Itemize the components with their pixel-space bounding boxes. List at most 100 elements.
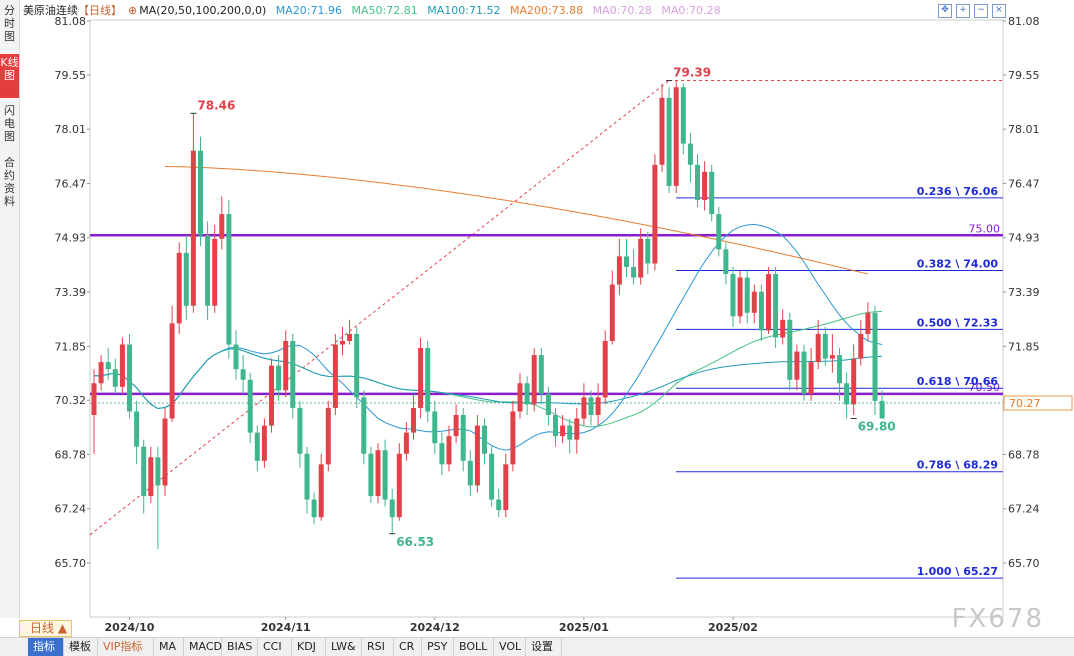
ma-params: MA(20,50,100,200,0,0) bbox=[139, 4, 267, 17]
indicator-tab-3[interactable]: MA bbox=[154, 638, 184, 656]
y-tick-label-right-10: 65.70 bbox=[1008, 557, 1040, 570]
x-tick-label-1: 2024/11 bbox=[261, 621, 311, 634]
y-tick-label-right-3: 76.47 bbox=[1008, 177, 1040, 190]
candle-body-8 bbox=[148, 457, 154, 497]
ma50-value: MA50:72.81 bbox=[351, 4, 418, 17]
indicator-tab-1[interactable]: 模板 bbox=[64, 638, 98, 656]
candle-body-18 bbox=[219, 214, 225, 239]
toggle-icon[interactable]: ⊕ bbox=[128, 4, 138, 17]
candle-body-7 bbox=[141, 446, 147, 497]
y-tick-label-left-3: 76.47 bbox=[55, 177, 87, 190]
fib-label-2: 0.500 \ 72.33 bbox=[917, 316, 998, 329]
candle-body-110 bbox=[872, 312, 878, 401]
y-tick-label-left-9: 67.24 bbox=[55, 503, 87, 516]
close-icon[interactable]: × bbox=[992, 4, 1006, 18]
candle-body-67 bbox=[567, 425, 573, 440]
candle-body-97 bbox=[780, 319, 786, 338]
candle-body-53 bbox=[467, 460, 473, 486]
tab-contract-info[interactable]: 合约资料 bbox=[4, 156, 15, 208]
ma0-value-b: MA0:70.28 bbox=[661, 4, 721, 17]
support-resistance-label-1: 70.50 bbox=[969, 381, 1001, 394]
candle-body-60 bbox=[517, 383, 523, 412]
candle-body-106 bbox=[844, 383, 850, 405]
y-tick-label-right-0: 81.08 bbox=[1008, 15, 1040, 28]
candle-body-89 bbox=[723, 249, 729, 275]
period-selector[interactable]: 日线 ▲ bbox=[19, 620, 72, 637]
candle-body-108 bbox=[858, 333, 864, 359]
candle-body-5 bbox=[127, 344, 132, 412]
candle-body-6 bbox=[134, 411, 140, 447]
candle-body-88 bbox=[716, 214, 722, 250]
ma20-value: MA20:71.96 bbox=[275, 4, 343, 17]
candle-body-105 bbox=[837, 355, 842, 384]
x-tick-label-2: 2024/12 bbox=[410, 621, 460, 634]
zoom-out-icon[interactable]: − bbox=[974, 4, 988, 18]
indicator-tab-9[interactable]: RSI bbox=[362, 638, 394, 656]
indicator-tab-11[interactable]: PSY bbox=[422, 638, 454, 656]
symbol-name: 美原油连续 bbox=[23, 4, 78, 17]
candle-body-20 bbox=[233, 344, 239, 370]
candle-body-63 bbox=[538, 355, 544, 394]
candle-body-87 bbox=[709, 171, 715, 215]
candle-body-91 bbox=[737, 277, 743, 317]
current-price-label: 70.27 bbox=[1009, 397, 1041, 410]
candle-body-74 bbox=[616, 256, 622, 285]
zoom-in-icon[interactable]: + bbox=[956, 4, 970, 18]
y-tick-label-left-1: 79.55 bbox=[55, 69, 87, 82]
candle-body-92 bbox=[744, 277, 750, 313]
candle-body-104 bbox=[829, 355, 835, 359]
y-tick-label-left-8: 68.78 bbox=[55, 448, 87, 461]
candle-body-19 bbox=[226, 214, 232, 345]
candle-body-79 bbox=[652, 164, 658, 264]
plot-frame bbox=[89, 19, 1004, 618]
candle-body-35 bbox=[340, 340, 345, 345]
tab-kline[interactable]: K线图 bbox=[0, 54, 19, 98]
price-chart[interactable]: 81.08 81.08 79.55 79.55 78.01 78.01 76.47 76.47… bbox=[0, 0, 1074, 637]
indicator-tab-5[interactable]: BIAS bbox=[222, 638, 258, 656]
expand-icon[interactable]: ✥ bbox=[938, 4, 952, 18]
indicator-tab-12[interactable]: BOLL bbox=[454, 638, 494, 656]
indicator-tab-13[interactable]: VOL bbox=[494, 638, 526, 656]
candle-body-61 bbox=[524, 383, 530, 405]
candle-body-73 bbox=[609, 284, 615, 341]
indicator-tab-6[interactable]: CCI bbox=[258, 638, 292, 656]
candle-body-45 bbox=[411, 407, 416, 433]
candle-body-4 bbox=[119, 344, 125, 387]
candle-body-33 bbox=[325, 407, 331, 465]
indicator-tab-2[interactable]: VIP指标 bbox=[98, 638, 154, 656]
indicator-tab-10[interactable]: CR bbox=[394, 638, 422, 656]
candle-body-78 bbox=[645, 238, 651, 264]
x-tick-label-4: 2025/02 bbox=[708, 621, 758, 634]
ma100-line bbox=[93, 348, 883, 410]
candle-body-77 bbox=[638, 238, 644, 278]
candle-body-40 bbox=[375, 450, 381, 497]
candle-body-43 bbox=[396, 453, 402, 518]
candle-body-86 bbox=[702, 171, 708, 201]
tab-lightning[interactable]: 闪电图 bbox=[4, 104, 15, 143]
candle-body-26 bbox=[276, 365, 282, 391]
candle-body-39 bbox=[368, 453, 374, 497]
candle-body-56 bbox=[489, 453, 495, 500]
ma200-value: MA200:73.88 bbox=[509, 4, 584, 17]
indicator-tab-0[interactable]: 指标 bbox=[28, 638, 64, 656]
fib-label-5: 1.000 \ 65.27 bbox=[917, 565, 998, 578]
indicator-tab-7[interactable]: KDJ bbox=[292, 638, 326, 656]
indicator-tab-14[interactable]: 设置 bbox=[526, 638, 562, 656]
y-tick-label-left-7: 70.32 bbox=[55, 394, 87, 407]
y-tick-label-right-4: 74.93 bbox=[1008, 232, 1040, 245]
candle-body-49 bbox=[439, 443, 445, 465]
candle-body-52 bbox=[460, 414, 466, 461]
candle-body-12 bbox=[176, 252, 182, 324]
candle-body-72 bbox=[602, 340, 608, 398]
candle-body-48 bbox=[432, 411, 438, 444]
y-tick-label-left-6: 71.85 bbox=[55, 340, 87, 353]
tab-timeshare[interactable]: 分时图 bbox=[4, 4, 15, 43]
candle-body-66 bbox=[560, 425, 566, 437]
y-tick-label-left-2: 78.01 bbox=[55, 123, 87, 136]
indicator-tab-4[interactable]: MACD bbox=[184, 638, 222, 656]
indicator-tab-8[interactable]: LW& bbox=[326, 638, 362, 656]
candle-body-51 bbox=[453, 414, 459, 437]
candle-body-17 bbox=[212, 238, 218, 306]
candle-body-41 bbox=[382, 450, 388, 500]
candle-body-102 bbox=[815, 333, 821, 363]
